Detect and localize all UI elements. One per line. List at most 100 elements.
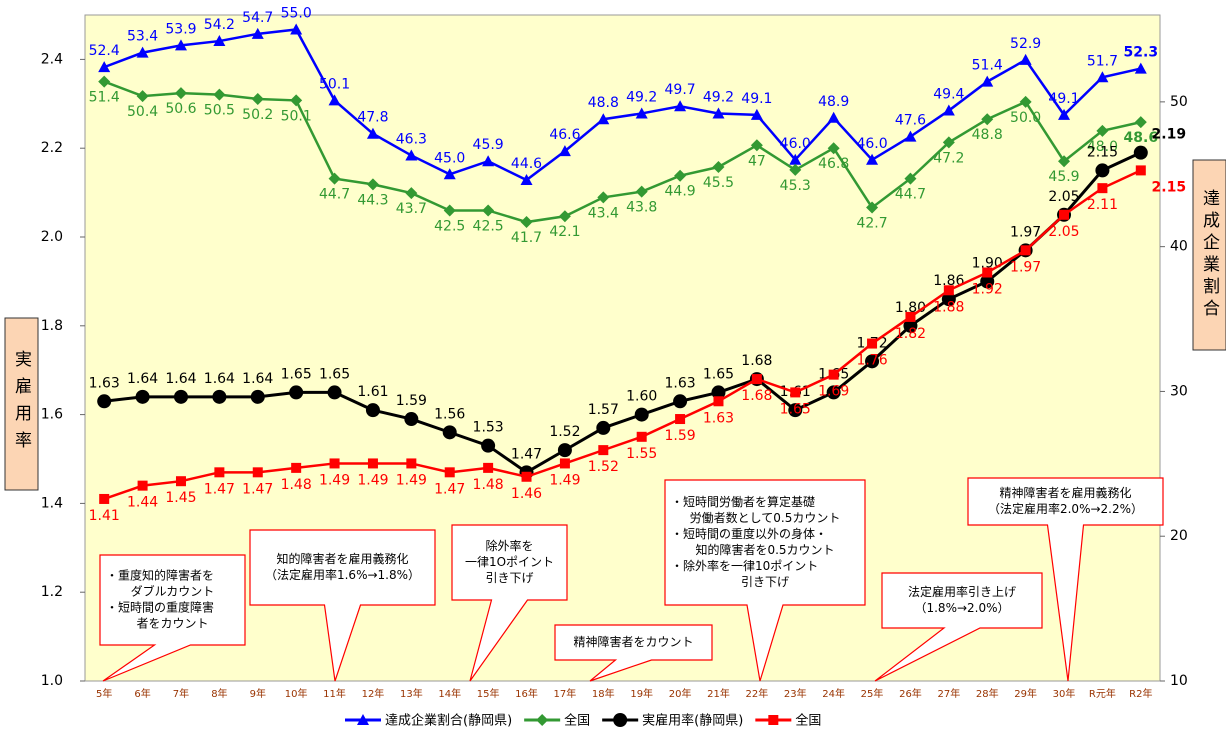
marker <box>174 87 187 100</box>
data-label: 50.6 <box>165 101 196 117</box>
data-label: 46.8 <box>818 156 849 172</box>
annotation-text: （1.8%→2.0%） <box>914 601 1009 615</box>
x-tick-label: R2年 <box>1129 687 1152 700</box>
marker <box>982 267 993 278</box>
marker <box>442 425 457 440</box>
y-tick-label: 2.2 <box>41 140 63 156</box>
annotation-text: ・短時間の重度障害 <box>106 600 214 615</box>
marker <box>789 163 802 176</box>
marker <box>366 127 379 139</box>
data-label: 44.3 <box>357 192 388 208</box>
marker <box>329 458 340 469</box>
legend-marker <box>613 713 628 727</box>
marker <box>828 369 839 380</box>
data-label: 49.7 <box>665 82 696 98</box>
x-tick-label: 8年 <box>211 687 227 700</box>
series: 52.4 53.4 53.9 54.2 54.7 55.0 50.1 47.8 46.3 45.0… <box>89 5 1159 186</box>
marker <box>636 431 647 442</box>
annotation: 知的障害者を雇用義務化（法定雇用率1.6%→1.8%） <box>249 529 436 682</box>
data-label: 52.3 <box>1124 45 1159 61</box>
data-label: 53.9 <box>165 21 196 37</box>
data-label: 1.76 <box>856 353 887 369</box>
data-label: 2.05 <box>1048 224 1079 240</box>
marker <box>750 139 763 152</box>
marker <box>827 111 840 123</box>
annotation-text: （法定雇用率1.6%→1.8%） <box>265 567 420 582</box>
marker <box>1097 183 1108 194</box>
data-label: 1.41 <box>89 508 120 524</box>
data-label: 1.52 <box>588 459 619 475</box>
annotation-text: 者をカウント <box>136 617 208 631</box>
x-tick-label: 6年 <box>134 687 150 700</box>
marker <box>635 107 648 119</box>
data-label: 1.60 <box>626 389 657 405</box>
marker <box>596 420 611 435</box>
marker <box>404 412 419 427</box>
data-label: 44.7 <box>895 187 926 203</box>
data-label: 1.47 <box>242 481 273 497</box>
x-tick-label: 15年 <box>477 687 500 700</box>
data-label: 50.1 <box>319 76 350 92</box>
marker <box>711 385 726 400</box>
data-label: 1.59 <box>665 428 696 444</box>
marker <box>1133 145 1148 160</box>
data-label: 50.0 <box>1010 110 1041 126</box>
data-label: 1.63 <box>665 375 696 391</box>
x-tick-label: 16年 <box>515 687 538 700</box>
annotation-text: ・除外率を一律10ポイント <box>671 558 818 573</box>
marker <box>521 471 532 482</box>
marker <box>328 172 341 185</box>
annotation-text: 除外率を <box>485 538 533 553</box>
marker <box>212 389 227 404</box>
x-tick-label: 30年 <box>1053 687 1076 700</box>
data-label: 1.64 <box>165 371 196 387</box>
marker <box>289 385 304 400</box>
y-tick-label: 2.4 <box>41 51 63 67</box>
data-label: 51.4 <box>972 58 1003 74</box>
marker <box>290 23 303 35</box>
annotation: 精神障害者をカウント <box>554 624 713 682</box>
data-label: 48.8 <box>972 127 1003 143</box>
data-label: 53.4 <box>127 29 158 45</box>
y-tick-label: 1.0 <box>41 673 63 689</box>
data-label: 45.3 <box>780 178 811 194</box>
data-label: 47.6 <box>895 113 926 129</box>
data-label: 51.7 <box>1087 53 1118 69</box>
data-label: 1.59 <box>396 393 427 409</box>
data-label: 1.65 <box>281 366 312 382</box>
y-axis-title-box <box>4 317 39 491</box>
marker <box>598 445 609 456</box>
marker <box>406 458 417 469</box>
marker <box>1096 124 1109 137</box>
x-tick-label: 22年 <box>746 687 769 700</box>
data-label: 47.2 <box>933 150 964 166</box>
x-tick-label: 14年 <box>438 687 461 700</box>
data-label: 1.86 <box>933 273 964 289</box>
marker <box>1058 155 1071 168</box>
marker <box>981 113 994 126</box>
marker <box>712 107 725 119</box>
data-label: 2.19 <box>1152 127 1187 143</box>
marker <box>443 204 456 217</box>
data-label: 1.55 <box>626 446 657 462</box>
marker <box>1059 209 1070 220</box>
data-label: 1.97 <box>1010 224 1041 240</box>
marker <box>213 35 226 47</box>
marker <box>941 292 956 307</box>
marker <box>559 458 570 469</box>
y2-tick-label: 30 <box>1170 383 1188 399</box>
x-tick-label: 11年 <box>323 687 346 700</box>
marker <box>366 178 379 191</box>
data-label: 45.9 <box>473 137 504 153</box>
data-label: 52.4 <box>89 43 120 59</box>
data-label: 46.3 <box>396 131 427 147</box>
marker <box>788 403 803 418</box>
marker <box>136 90 149 103</box>
marker <box>405 187 418 200</box>
marker <box>713 396 724 407</box>
marker <box>1134 62 1147 74</box>
data-label: 51.4 <box>89 90 120 106</box>
legend-label: 全国 <box>795 713 821 729</box>
annotation-text: ・短時間の重度以外の身体・ <box>671 526 827 541</box>
